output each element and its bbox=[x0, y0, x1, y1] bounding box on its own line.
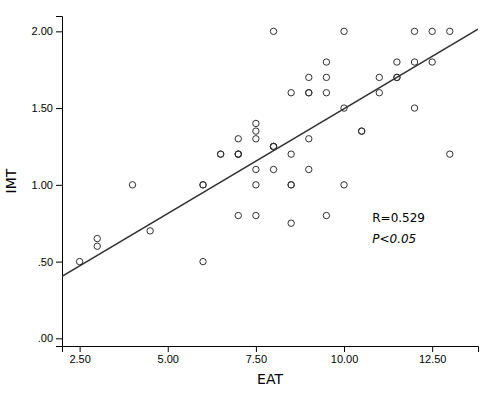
scatter-point bbox=[94, 243, 100, 249]
x-tick-mark bbox=[256, 346, 257, 352]
scatter-point bbox=[323, 90, 329, 96]
scatter-point bbox=[253, 128, 259, 134]
scatter-point bbox=[253, 136, 259, 142]
scatter-point bbox=[288, 182, 294, 188]
chart: 2.50 5.00 7.50 10.00 12.50 .00 .50 1.00 1.50 2.00… bbox=[0, 0, 500, 396]
x-axis-line bbox=[63, 347, 479, 353]
y-tick-mark bbox=[56, 185, 62, 186]
y-tick: .00 bbox=[38, 332, 62, 344]
scatter-point bbox=[306, 136, 312, 142]
x-tick: 7.50 bbox=[246, 346, 267, 365]
scatter-point bbox=[429, 59, 435, 65]
y-axis: .00 .50 1.00 1.50 2.00 bbox=[32, 17, 63, 347]
scatter-point bbox=[253, 182, 259, 188]
scatter-point bbox=[394, 59, 400, 65]
y-tick: .50 bbox=[38, 256, 62, 268]
scatter-point bbox=[323, 59, 329, 65]
scatter-point bbox=[235, 136, 241, 142]
scatter-point bbox=[376, 90, 382, 96]
x-tick: 5.00 bbox=[158, 346, 179, 365]
scatter-point bbox=[147, 228, 153, 234]
scatter-point bbox=[341, 182, 347, 188]
scatter-point bbox=[376, 74, 382, 80]
x-tick-mark bbox=[344, 346, 345, 352]
scatter-point bbox=[306, 166, 312, 172]
annotation: R=0.529 bbox=[372, 211, 425, 225]
y-tick-label: 2.00 bbox=[32, 25, 53, 37]
scatter-point bbox=[270, 28, 276, 34]
scatter-point bbox=[306, 90, 312, 96]
y-tick: 1.00 bbox=[32, 179, 62, 191]
scatter-point bbox=[253, 212, 259, 218]
x-tick-label: 7.50 bbox=[246, 353, 267, 365]
scatter-point bbox=[270, 166, 276, 172]
y-tick-mark bbox=[56, 338, 62, 339]
scatter-point bbox=[306, 90, 312, 96]
y-tick: 2.00 bbox=[32, 25, 62, 37]
scatter-point bbox=[200, 182, 206, 188]
x-tick-label: 2.50 bbox=[69, 353, 90, 365]
scatter-point bbox=[411, 105, 417, 111]
scatter-point bbox=[358, 128, 364, 134]
scatter-point bbox=[235, 151, 241, 157]
scatter-point bbox=[217, 151, 223, 157]
x-tick: 12.50 bbox=[419, 346, 447, 365]
x-tick-mark bbox=[80, 346, 81, 352]
scatter-point bbox=[358, 128, 364, 134]
x-tick-label: 10.00 bbox=[331, 353, 359, 365]
scatter-point bbox=[447, 28, 453, 34]
y-tick-label: 1.00 bbox=[32, 179, 53, 191]
x-tick-label: 12.50 bbox=[419, 353, 447, 365]
x-tick: 10.00 bbox=[331, 346, 359, 365]
scatter-point bbox=[323, 212, 329, 218]
plot: 2.50 5.00 7.50 10.00 12.50 .00 .50 1.00 1.50 2.00… bbox=[32, 17, 479, 365]
y-axis-title: IMT bbox=[3, 168, 19, 193]
scatter-point bbox=[429, 28, 435, 34]
x-axis-title: EAT bbox=[257, 371, 283, 387]
scatter-point bbox=[288, 151, 294, 157]
scatter-point bbox=[235, 151, 241, 157]
scatter-point bbox=[253, 166, 259, 172]
x-tick-mark bbox=[432, 346, 433, 352]
scatter-point bbox=[288, 220, 294, 226]
y-tick-label: .50 bbox=[38, 256, 53, 268]
scatter-point bbox=[129, 182, 135, 188]
scatter-point bbox=[217, 151, 223, 157]
scatter-point bbox=[341, 28, 347, 34]
scatter-point bbox=[411, 59, 417, 65]
scatter-point bbox=[235, 212, 241, 218]
y-axis-line bbox=[56, 17, 63, 347]
y-tick-label: .00 bbox=[38, 332, 53, 344]
scatter-point bbox=[306, 74, 312, 80]
y-tick-mark bbox=[56, 108, 62, 109]
scatter-point bbox=[94, 235, 100, 241]
regression-line bbox=[62, 29, 478, 276]
y-tick: 1.50 bbox=[32, 102, 62, 114]
x-tick: 2.50 bbox=[69, 346, 90, 365]
scatter-point bbox=[200, 182, 206, 188]
scatter-point bbox=[253, 120, 259, 126]
scatter-point bbox=[323, 74, 329, 80]
scatter-point bbox=[288, 182, 294, 188]
scatter-point bbox=[288, 90, 294, 96]
y-tick-mark bbox=[56, 262, 62, 263]
x-tick-label: 5.00 bbox=[158, 353, 179, 365]
x-tick-mark bbox=[168, 346, 169, 352]
scatter-point bbox=[411, 28, 417, 34]
scatter-point bbox=[235, 151, 241, 157]
marks bbox=[62, 28, 478, 276]
annotation: P<0.05 bbox=[372, 232, 416, 246]
y-tick-mark bbox=[56, 31, 62, 32]
scatter-point bbox=[447, 151, 453, 157]
y-tick-label: 1.50 bbox=[32, 102, 53, 114]
x-axis: 2.50 5.00 7.50 10.00 12.50 bbox=[63, 346, 479, 365]
scatter-point bbox=[200, 258, 206, 264]
